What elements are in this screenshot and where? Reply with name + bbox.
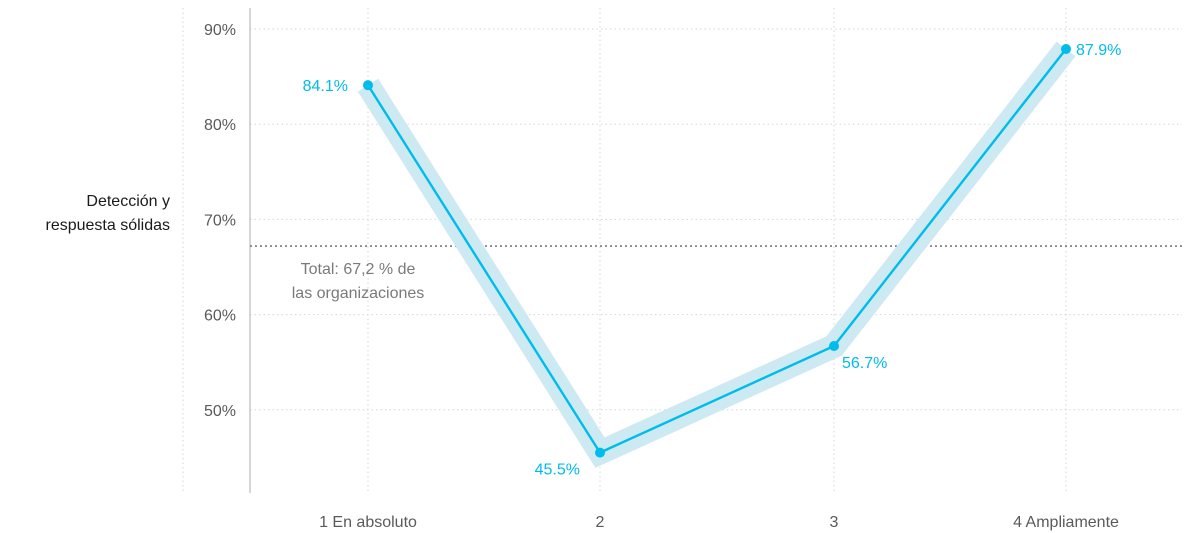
y-tick-label: 80%	[204, 117, 236, 134]
data-label-2: 45.5%	[535, 462, 580, 479]
x-tick-label: 3	[830, 514, 839, 531]
series-line	[366, 48, 1067, 454]
y-axis-label-line-1: Detección y	[86, 193, 170, 210]
x-tick-label: 4 Ampliamente	[1013, 514, 1119, 531]
reference-label-line-1: Total: 67,2 % de	[301, 261, 416, 278]
data-point-2	[595, 447, 605, 458]
data-label-1: 84.1%	[303, 78, 348, 95]
y-tick-labels: 50% 60% 70% 80% 90%	[204, 22, 236, 420]
x-tick-label: 1 En absoluto	[319, 514, 417, 531]
data-points	[363, 43, 1071, 458]
data-point-1	[363, 80, 373, 91]
data-point-3	[829, 341, 839, 352]
y-axis-label-line-2: respuesta sólidas	[45, 217, 170, 234]
reference-line-group: Total: 67,2 % de las organizaciones	[250, 245, 1182, 302]
data-point-4	[1061, 43, 1071, 54]
series-line-path	[366, 48, 1067, 454]
data-labels: 84.1% 45.5% 56.7% 87.9%	[303, 42, 1122, 479]
data-label-3: 56.7%	[842, 355, 887, 372]
x-tick-label: 2	[596, 514, 605, 531]
y-tick-label: 70%	[204, 212, 236, 229]
data-label-4: 87.9%	[1076, 42, 1121, 59]
x-tick-labels: 1 En absoluto 2 3 4 Ampliamente	[319, 514, 1119, 531]
y-tick-label: 90%	[204, 22, 236, 39]
reference-label-line-2: las organizaciones	[292, 285, 425, 302]
y-tick-label: 50%	[204, 403, 236, 420]
y-tick-label: 60%	[204, 308, 236, 325]
